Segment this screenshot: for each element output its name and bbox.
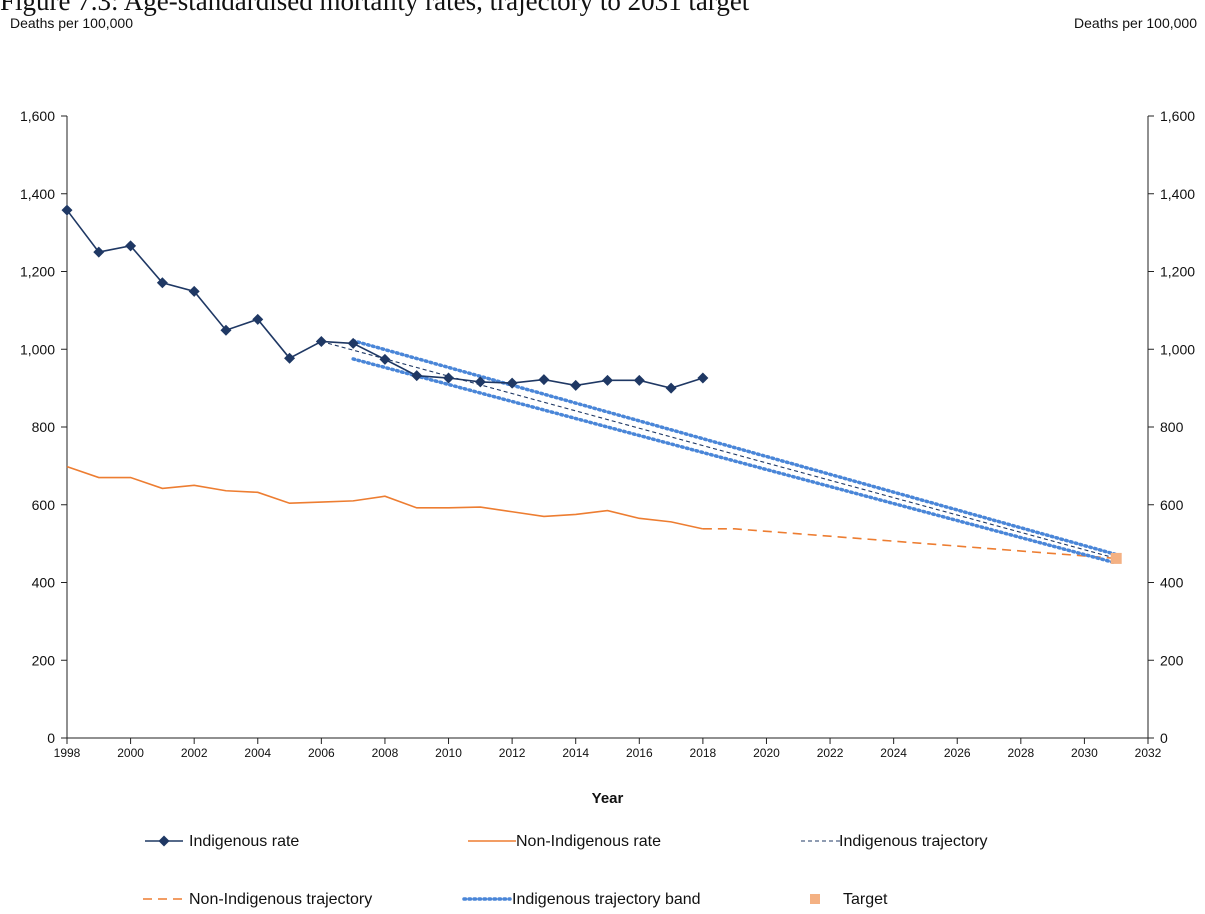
x-tick-label: 2010	[435, 746, 462, 760]
left-y-tick-label: 1,000	[20, 341, 55, 357]
right-y-tick-label: 0	[1160, 730, 1168, 746]
x-tick-label: 2002	[181, 746, 208, 760]
series-layer	[61, 204, 1122, 565]
right-y-tick-label: 1,200	[1160, 264, 1195, 280]
legend-label: Non-Indigenous trajectory	[189, 891, 372, 908]
left-y-tick-label: 1,200	[20, 264, 55, 280]
indigenous-rate-point	[347, 337, 359, 349]
indigenous-rate-point	[61, 204, 73, 216]
indigenous-rate-point	[506, 377, 518, 389]
legend-marker	[158, 835, 170, 847]
legend-label: Indigenous rate	[189, 833, 299, 850]
left-y-tick-label: 1,600	[20, 108, 55, 124]
x-tick-label: 2020	[753, 746, 780, 760]
x-tick-label: 1998	[54, 746, 81, 760]
non-indigenous-trajectory-line	[702, 528, 1117, 560]
x-tick-label: 2026	[944, 746, 971, 760]
indigenous-rate-point	[156, 277, 168, 289]
indigenous-rate-point	[697, 372, 709, 384]
x-tick-label: 2000	[117, 746, 144, 760]
chart-title: Figure 7.3: Age-standardised mortality r…	[0, 0, 750, 16]
x-tick-label: 2024	[880, 746, 907, 760]
legend-label: Indigenous trajectory band	[512, 891, 701, 908]
right-y-tick-label: 800	[1160, 419, 1184, 435]
x-tick-label: 2022	[817, 746, 844, 760]
left-y-tick-label: 400	[32, 575, 56, 591]
trajectory-band-upper	[351, 338, 1118, 557]
x-tick-label: 2006	[308, 746, 335, 760]
legend-marker	[810, 894, 820, 904]
x-tick-label: 2008	[372, 746, 399, 760]
right-y-tick-label: 200	[1160, 652, 1184, 668]
legend-indigenous-trajectory: Indigenous trajectory	[801, 833, 988, 850]
axes: 0 0 200 200 400 400 600 600 800 800 1,000 1,000 1,20…	[20, 108, 1195, 807]
indigenous-rate-point	[602, 374, 613, 386]
indigenous-rate-point	[474, 376, 486, 388]
legend-non-indigenous-rate: Non-Indigenous rate	[468, 833, 661, 850]
indigenous-rate-point	[411, 370, 423, 382]
indigenous-rate-point	[93, 246, 105, 258]
right-y-tick-label: 1,000	[1160, 341, 1195, 357]
indigenous-rate-point	[315, 335, 327, 347]
indigenous-rate-point	[570, 379, 582, 391]
indigenous-rate-point	[188, 285, 200, 297]
x-axis-label: Year	[592, 790, 624, 807]
indigenous-rate-point	[125, 240, 137, 252]
x-tick-label: 2004	[244, 746, 271, 760]
indigenous-rate-point	[633, 374, 645, 386]
left-y-tick-label: 600	[32, 497, 56, 513]
indigenous-rate-point	[665, 382, 677, 394]
target-point	[1110, 552, 1122, 564]
legend-label: Target	[843, 891, 888, 908]
left-y-tick-label: 0	[47, 730, 55, 746]
legend-label: Non-Indigenous rate	[516, 833, 661, 850]
x-tick-label: 2012	[499, 746, 526, 760]
trajectory-band-lower	[351, 357, 1118, 565]
x-tick-label: 2028	[1007, 746, 1034, 760]
indigenous-rate-point	[284, 352, 296, 364]
right-y-tick-label: 1,600	[1160, 108, 1195, 124]
left-y-tick-label: 200	[32, 652, 56, 668]
right-y-tick-label: 400	[1160, 575, 1184, 591]
legend-indigenous-rate: Indigenous rate	[145, 833, 299, 850]
x-tick-label: 2014	[562, 746, 589, 760]
legend-target: Target	[810, 891, 888, 908]
x-tick-label: 2018	[690, 746, 717, 760]
legend-non-indigenous-trajectory: Non-Indigenous trajectory	[143, 891, 372, 908]
right-axis-unit: Deaths per 100,000	[1074, 15, 1197, 31]
indigenous-rate-point	[252, 313, 264, 325]
right-y-tick-label: 1,400	[1160, 186, 1195, 202]
left-y-tick-label: 800	[32, 419, 56, 435]
legend-indigenous-trajectory-band: Indigenous trajectory band	[462, 891, 701, 908]
left-axis-unit: Deaths per 100,000	[10, 15, 133, 31]
legend: Indigenous rate Non-Indigenous rate Indige…	[143, 833, 988, 908]
x-tick-label: 2016	[626, 746, 653, 760]
indigenous-rate-point	[538, 374, 550, 386]
legend-label: Indigenous trajectory	[839, 833, 988, 850]
indigenous-rate-point	[220, 324, 232, 336]
non-indigenous-rate-line	[66, 465, 704, 530]
left-y-tick-label: 1,400	[20, 186, 55, 202]
x-tick-label: 2030	[1071, 746, 1098, 760]
indigenous-trajectory-line	[321, 340, 1117, 559]
right-y-tick-label: 600	[1160, 497, 1184, 513]
indigenous-rate-point	[379, 353, 391, 365]
x-tick-label: 2032	[1135, 746, 1162, 760]
indigenous-rate-point	[443, 372, 455, 384]
